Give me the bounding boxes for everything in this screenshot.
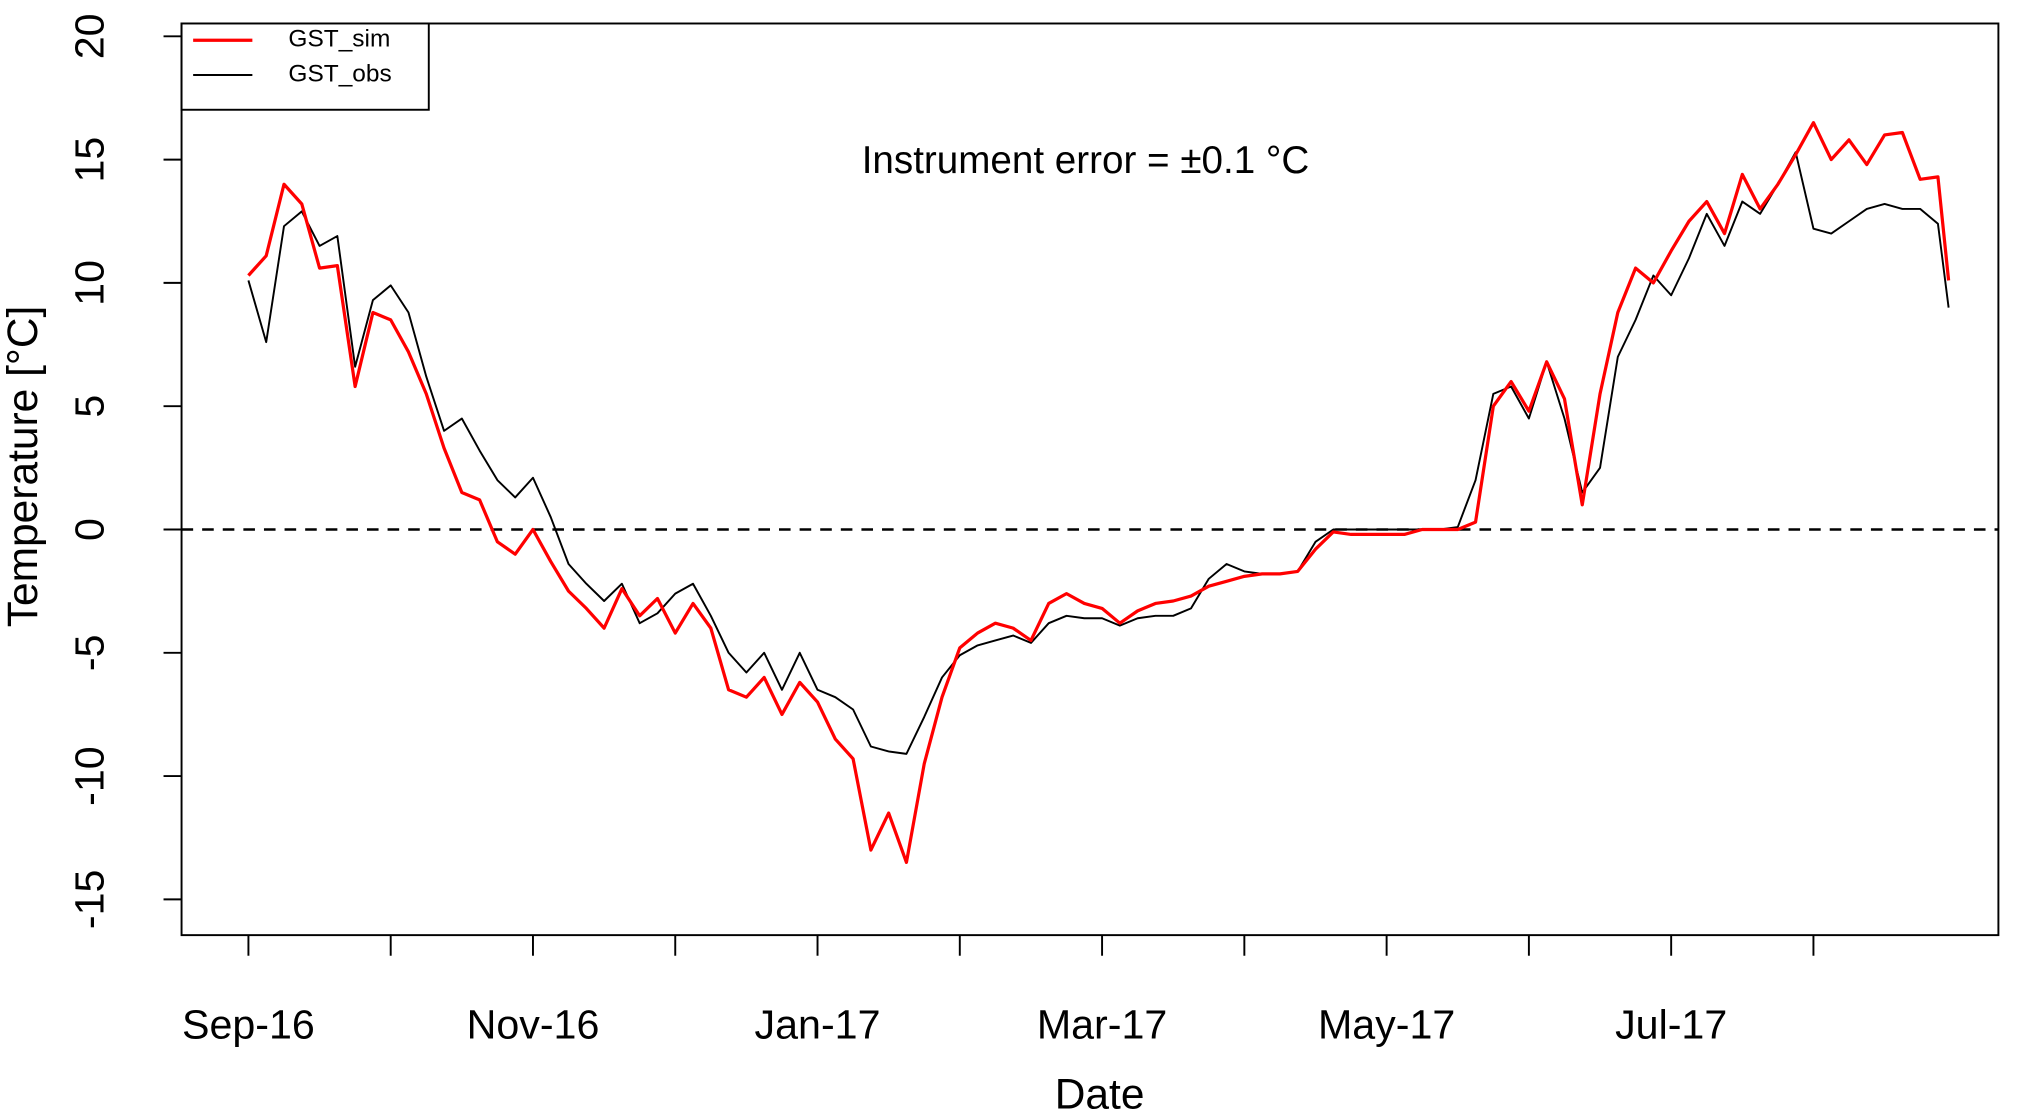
y-tick-label: 20 <box>67 13 113 59</box>
annotation: Instrument error = ±0.1 °C <box>862 139 1310 182</box>
legend-box <box>180 22 430 111</box>
y-tick-label: -10 <box>67 746 113 806</box>
x-axis-title: Date <box>1055 1072 1145 1117</box>
y-tick-label: 15 <box>67 137 113 183</box>
y-tick-label: 5 <box>67 395 113 418</box>
x-tick-label: Mar-17 <box>1037 1002 1167 1048</box>
x-tick-label: May-17 <box>1318 1002 1455 1048</box>
legend-label: GST_sim <box>288 26 390 53</box>
x-tick-label: Nov-16 <box>467 1002 600 1048</box>
x-tick-label: Jul-17 <box>1615 1002 1727 1048</box>
x-tick-label: Jan-17 <box>755 1002 881 1048</box>
plot-frame <box>180 22 2000 937</box>
y-tick-label: 0 <box>67 518 113 541</box>
y-tick-label: -15 <box>67 870 113 930</box>
legend-label: GST_obs <box>288 60 391 87</box>
y-tick-label: 10 <box>67 260 113 306</box>
y-axis-title: Temperature [°C] <box>0 306 47 628</box>
y-tick-label: -5 <box>67 634 113 671</box>
x-tick-label: Sep-16 <box>182 1002 315 1048</box>
series-line <box>247 151 1950 755</box>
series-line <box>247 121 1951 865</box>
